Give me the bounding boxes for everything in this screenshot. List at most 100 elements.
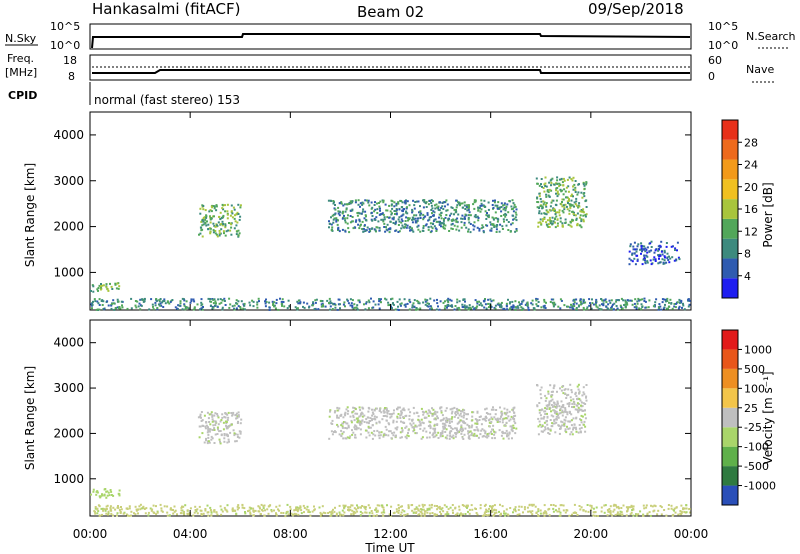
echo-cell	[508, 200, 511, 202]
echo-cell	[436, 423, 439, 426]
echo-cell	[558, 185, 561, 188]
echo-cell	[275, 514, 278, 517]
echo-cell	[584, 425, 587, 428]
echo-cell	[477, 219, 480, 222]
echo-cell	[311, 304, 314, 307]
echo-cell	[366, 199, 368, 202]
echo-cell	[559, 412, 562, 415]
echo-cell	[432, 436, 435, 439]
echo-cell	[100, 507, 103, 510]
echo-cell	[130, 514, 132, 517]
echo-cell	[475, 216, 478, 219]
echo-cell	[194, 505, 197, 508]
echo-cell	[563, 179, 566, 182]
echo-cell	[562, 504, 565, 507]
echo-cell	[454, 427, 457, 430]
echo-cell	[337, 212, 340, 215]
echo-cell	[229, 229, 232, 232]
echo-cell	[213, 224, 216, 227]
echo-cell	[509, 301, 512, 304]
echo-cell	[202, 205, 205, 207]
echo-cell	[334, 431, 337, 434]
echo-cell	[499, 417, 502, 420]
echo-cell	[220, 301, 223, 304]
echo-cell	[646, 246, 649, 249]
echo-cell	[390, 213, 393, 216]
echo-cell	[579, 418, 581, 421]
echo-cell	[299, 506, 302, 509]
echo-cell	[443, 227, 446, 230]
echo-cell	[356, 504, 358, 507]
echo-cell	[373, 217, 376, 220]
echo-cell	[512, 407, 515, 410]
echo-cell	[505, 413, 508, 416]
echo-cell	[450, 305, 453, 308]
echo-cell	[666, 257, 669, 260]
echo-cell	[386, 216, 389, 219]
echo-cell	[358, 227, 361, 230]
echo-cell	[414, 217, 417, 220]
echo-cell	[479, 433, 482, 436]
echo-cell	[489, 413, 492, 416]
echo-cell	[270, 509, 273, 511]
colorbar-tick-label: -1000	[744, 480, 776, 493]
echo-cell	[445, 419, 447, 422]
echo-cell	[510, 415, 513, 418]
echo-cell	[186, 513, 189, 516]
echo-cell	[591, 302, 594, 305]
echo-cell	[538, 411, 541, 414]
echo-cell	[209, 506, 212, 509]
echo-cell	[134, 300, 137, 302]
echo-cell	[235, 440, 238, 443]
echo-cell	[314, 299, 317, 302]
echo-cell	[428, 410, 431, 413]
echo-cell	[573, 214, 576, 217]
echo-cell	[397, 406, 400, 409]
echo-cell	[558, 510, 561, 513]
echo-cell	[107, 513, 109, 516]
echo-cell	[526, 506, 529, 509]
echo-cell	[552, 220, 555, 223]
echo-cell	[396, 417, 399, 420]
echo-cell	[465, 413, 468, 416]
echo-cell	[222, 216, 225, 219]
echo-cell	[579, 303, 582, 306]
echo-cell	[493, 416, 496, 419]
colorbar-segment	[722, 258, 738, 279]
echo-cell	[550, 298, 553, 301]
echo-cell	[471, 305, 474, 308]
echo-cell	[332, 213, 335, 216]
echo-cell	[349, 298, 352, 301]
echo-cell	[199, 425, 202, 428]
echo-cell	[496, 206, 499, 209]
echo-cell	[119, 511, 122, 513]
echo-cell	[336, 406, 339, 409]
echo-cell	[582, 300, 585, 303]
echo-cell	[646, 513, 649, 516]
echo-cell	[423, 513, 426, 515]
echo-cell	[329, 410, 331, 413]
echo-cell	[547, 223, 550, 226]
echo-cell	[379, 200, 382, 203]
echo-cell	[564, 410, 567, 413]
echo-cell	[463, 304, 466, 307]
echo-cell	[375, 416, 378, 419]
echo-cell	[430, 225, 433, 228]
echo-cell	[576, 398, 579, 400]
echo-cell	[468, 211, 471, 214]
colorbar-tick-label: 20	[744, 181, 758, 194]
echo-cell	[438, 209, 441, 212]
echo-cell	[137, 508, 139, 511]
echo-cell	[180, 512, 183, 515]
echo-cell	[558, 405, 561, 408]
echo-cell	[555, 192, 557, 195]
echo-cell	[249, 511, 252, 514]
echo-cell	[219, 430, 222, 432]
y-tick-label: 2000	[53, 220, 84, 234]
echo-cell	[545, 202, 548, 205]
echo-cell	[379, 207, 381, 210]
echo-cell	[374, 208, 377, 211]
echo-cell	[343, 203, 346, 206]
echo-cell	[227, 438, 230, 441]
echo-cell	[661, 301, 664, 304]
